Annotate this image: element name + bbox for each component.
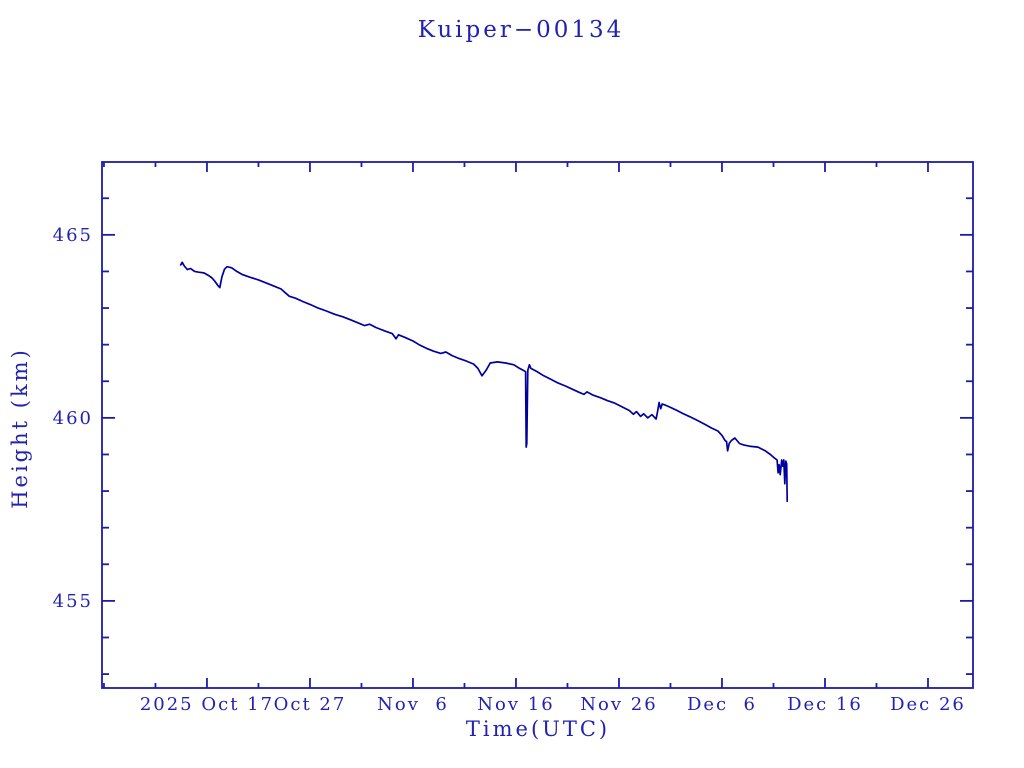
y-tick-label: 465	[53, 225, 93, 246]
x-tick-label: 2025 Oct 17	[140, 694, 274, 715]
plot-frame	[101, 161, 974, 689]
x-tick-label: Dec 6	[687, 694, 757, 715]
y-tick-label: 455	[53, 591, 93, 612]
x-tick-label: Dec 26	[890, 694, 966, 715]
chart-title: Kuiper−00134	[418, 17, 625, 43]
x-tick-label: Nov 26	[580, 694, 657, 715]
x-axis-label: Time(UTC)	[466, 717, 610, 741]
x-tick-label: Nov 6	[377, 694, 449, 715]
y-tick-label: 460	[53, 408, 93, 429]
x-tick-label: Dec 16	[787, 694, 863, 715]
x-tick-label: Oct 27	[274, 694, 347, 715]
axis-tick-labels: 2025 Oct 17 Oct 27 Nov 6 Nov 16 Nov 26 Dec 6 D…	[53, 225, 966, 715]
y-axis-label: Height (km)	[8, 347, 32, 509]
height-line	[179, 261, 789, 503]
x-tick-label: Nov 16	[477, 694, 554, 715]
axis-ticks	[102, 162, 973, 688]
plot-border	[101, 161, 974, 689]
height-series	[179, 261, 789, 503]
